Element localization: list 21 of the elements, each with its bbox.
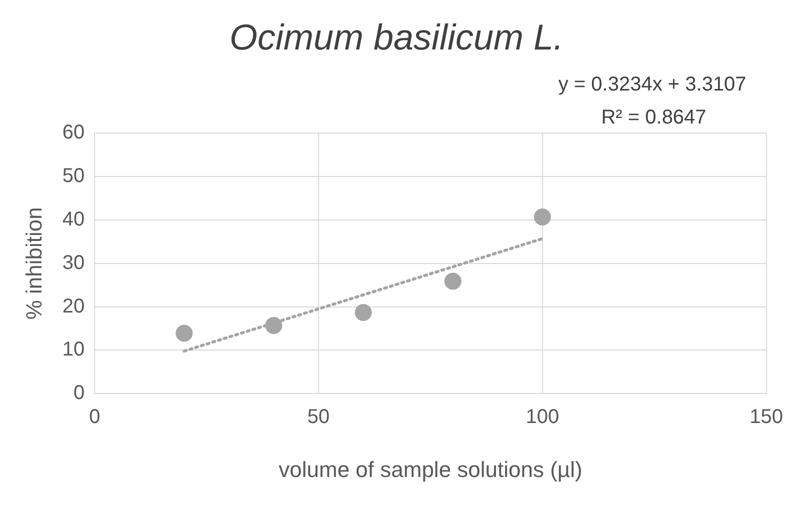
chart-title: Ocimum basilicum L. xyxy=(229,16,564,58)
y-axis-title: % inhibition xyxy=(21,207,46,320)
x-tick-label: 150 xyxy=(750,406,784,428)
y-tick-label: 50 xyxy=(62,165,85,188)
point xyxy=(354,304,372,321)
text: y = 0.3234x + 3.3107 xyxy=(558,74,746,96)
point xyxy=(444,272,462,290)
point xyxy=(265,316,282,334)
point xyxy=(534,208,551,226)
x-tick-label: 50 xyxy=(307,406,330,428)
x-tick-label: 0 xyxy=(89,406,100,428)
point xyxy=(176,324,193,342)
y-tick-label: 20 xyxy=(62,295,85,318)
y-tick-label: 40 xyxy=(62,208,85,231)
x-axis-title: volume of sample solutions (µl) xyxy=(278,456,582,482)
y-tick-label: 10 xyxy=(62,338,85,361)
y-tick-label: 60 xyxy=(62,122,85,144)
text: R² = 0.8647 xyxy=(601,106,706,129)
x-tick-label: 100 xyxy=(526,406,560,428)
y-tick-label: 0 xyxy=(74,382,85,404)
y-tick-label: 30 xyxy=(62,252,85,274)
